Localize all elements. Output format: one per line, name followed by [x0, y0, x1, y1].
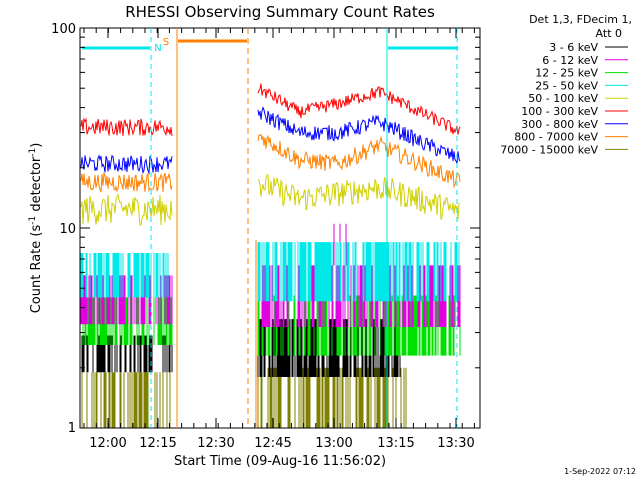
- footer-date: 1-Sep-2022 07:12: [564, 467, 636, 476]
- series-line: [257, 83, 461, 135]
- legend-label: 7000 - 15000 keV: [500, 143, 598, 156]
- night-marker: N: [154, 43, 161, 54]
- y-tick-label-100: 100: [51, 22, 76, 37]
- x-tick-label: 12:30: [197, 436, 234, 451]
- x-tick-label: 13:00: [315, 436, 352, 451]
- x-tick-label: 13:30: [437, 436, 474, 451]
- y-tick-label-10: 10: [59, 222, 76, 237]
- data-layer: [80, 29, 461, 428]
- x-tick-label: 13:15: [377, 436, 414, 451]
- series-band: [81, 372, 171, 428]
- x-tick-label: 12:00: [89, 436, 126, 451]
- series-line: [80, 192, 173, 226]
- x-axis-label: Start Time (09-Aug-16 11:56:02): [174, 454, 386, 469]
- legend-label: 6 - 12 keV: [542, 54, 598, 67]
- legend-label: 12 - 25 keV: [535, 67, 598, 80]
- legend-label: 3 - 6 keV: [549, 41, 598, 54]
- legend-header-line2: Att 0: [596, 27, 622, 40]
- saa-gap: [173, 29, 257, 427]
- series-line: [80, 117, 173, 137]
- series-band: [80, 252, 169, 298]
- series-line: [257, 174, 461, 220]
- legend-label: 300 - 800 keV: [521, 118, 598, 131]
- legend-header-line1: Det 1,3, FDecim 1,: [529, 13, 632, 26]
- series-line: [257, 133, 461, 189]
- saa-marker: S: [163, 37, 169, 48]
- legend-label: 800 - 7000 keV: [514, 131, 598, 144]
- legend-label: 50 - 100 keV: [528, 92, 598, 105]
- series-band: [257, 367, 407, 428]
- y-tick-label-1: 1: [68, 421, 76, 436]
- axis-layer: [80, 28, 480, 429]
- y-axis-label: Count Rate (s-1 detector-1): [28, 143, 44, 314]
- chart-title: RHESSI Observing Summary Count Rates: [125, 3, 435, 21]
- legend-label: 25 - 50 keV: [535, 79, 598, 92]
- legend-label: 100 - 300 keV: [521, 105, 598, 118]
- series-line: [257, 106, 461, 164]
- x-tick-label: 12:45: [254, 436, 291, 451]
- x-tick-label: 12:15: [139, 436, 176, 451]
- series-line: [80, 171, 173, 193]
- series-line: [80, 154, 173, 175]
- series-band: [257, 242, 460, 302]
